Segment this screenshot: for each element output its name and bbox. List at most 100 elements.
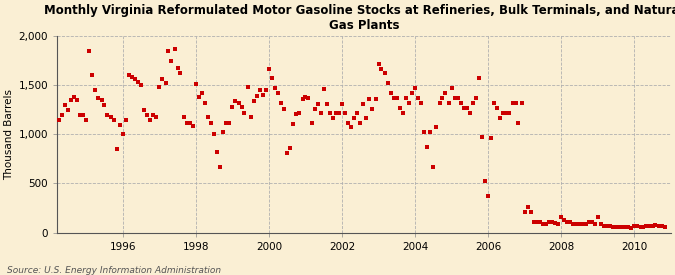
Point — [124, 73, 134, 78]
Point — [144, 117, 155, 122]
Point — [178, 114, 189, 119]
Point — [593, 215, 603, 219]
Point — [410, 86, 421, 90]
Point — [486, 136, 497, 141]
Point — [617, 224, 628, 229]
Point — [583, 219, 594, 224]
Point — [404, 101, 414, 105]
Point — [599, 224, 610, 228]
Point — [75, 112, 86, 117]
Point — [638, 224, 649, 229]
Point — [193, 95, 204, 99]
Point — [568, 222, 578, 226]
Point — [337, 102, 348, 106]
Point — [154, 85, 165, 89]
Point — [400, 96, 411, 100]
Point — [629, 224, 640, 228]
Point — [456, 101, 466, 105]
Point — [516, 101, 527, 105]
Point — [236, 104, 247, 109]
Point — [547, 219, 558, 224]
Point — [437, 96, 448, 100]
Point — [531, 219, 542, 224]
Point — [589, 222, 600, 226]
Point — [389, 96, 400, 100]
Point — [622, 224, 633, 229]
Point — [275, 101, 286, 105]
Point — [230, 99, 241, 103]
Point — [267, 76, 277, 81]
Point — [522, 205, 533, 209]
Point — [477, 135, 487, 139]
Point — [549, 221, 560, 225]
Point — [382, 81, 393, 86]
Point — [586, 219, 597, 224]
Point — [111, 147, 122, 151]
Point — [325, 111, 335, 115]
Point — [489, 101, 500, 105]
Point — [172, 65, 183, 70]
Point — [507, 101, 518, 105]
Point — [483, 194, 493, 199]
Point — [69, 95, 80, 99]
Point — [115, 122, 126, 127]
Point — [349, 116, 360, 120]
Point — [385, 91, 396, 95]
Point — [492, 106, 503, 110]
Point — [480, 179, 491, 184]
Point — [428, 164, 439, 169]
Point — [285, 146, 296, 150]
Point — [392, 96, 402, 100]
Point — [206, 120, 217, 125]
Point — [157, 77, 167, 81]
Point — [449, 96, 460, 100]
Point — [571, 222, 582, 226]
Point — [99, 103, 110, 107]
Point — [209, 132, 219, 136]
Point — [315, 111, 326, 115]
Point — [358, 102, 369, 106]
Point — [462, 106, 472, 110]
Point — [446, 86, 457, 90]
Point — [440, 91, 451, 95]
Point — [245, 114, 256, 119]
Point — [659, 224, 670, 229]
Point — [553, 222, 564, 226]
Point — [510, 101, 521, 105]
Point — [644, 224, 655, 228]
Point — [257, 93, 268, 97]
Point — [78, 112, 88, 117]
Point — [474, 76, 485, 81]
Point — [373, 61, 384, 66]
Point — [108, 117, 119, 122]
Point — [148, 112, 159, 117]
Point — [422, 145, 433, 149]
Point — [635, 224, 646, 229]
Point — [626, 226, 637, 230]
Point — [418, 130, 429, 134]
Point — [166, 59, 177, 63]
Point — [56, 112, 67, 117]
Point — [263, 66, 274, 71]
Point — [379, 71, 390, 76]
Point — [467, 101, 478, 105]
Point — [565, 219, 576, 224]
Point — [200, 101, 211, 105]
Point — [340, 111, 350, 115]
Point — [72, 98, 82, 102]
Point — [136, 83, 146, 87]
Point — [59, 103, 70, 107]
Point — [504, 111, 515, 115]
Point — [169, 47, 180, 51]
Point — [319, 87, 329, 91]
Point — [355, 120, 366, 125]
Point — [87, 73, 98, 78]
Point — [84, 49, 95, 53]
Point — [580, 222, 591, 226]
Point — [443, 101, 454, 105]
Point — [544, 219, 555, 224]
Point — [312, 102, 323, 106]
Point — [306, 120, 317, 125]
Point — [416, 101, 427, 105]
Point — [142, 112, 153, 117]
